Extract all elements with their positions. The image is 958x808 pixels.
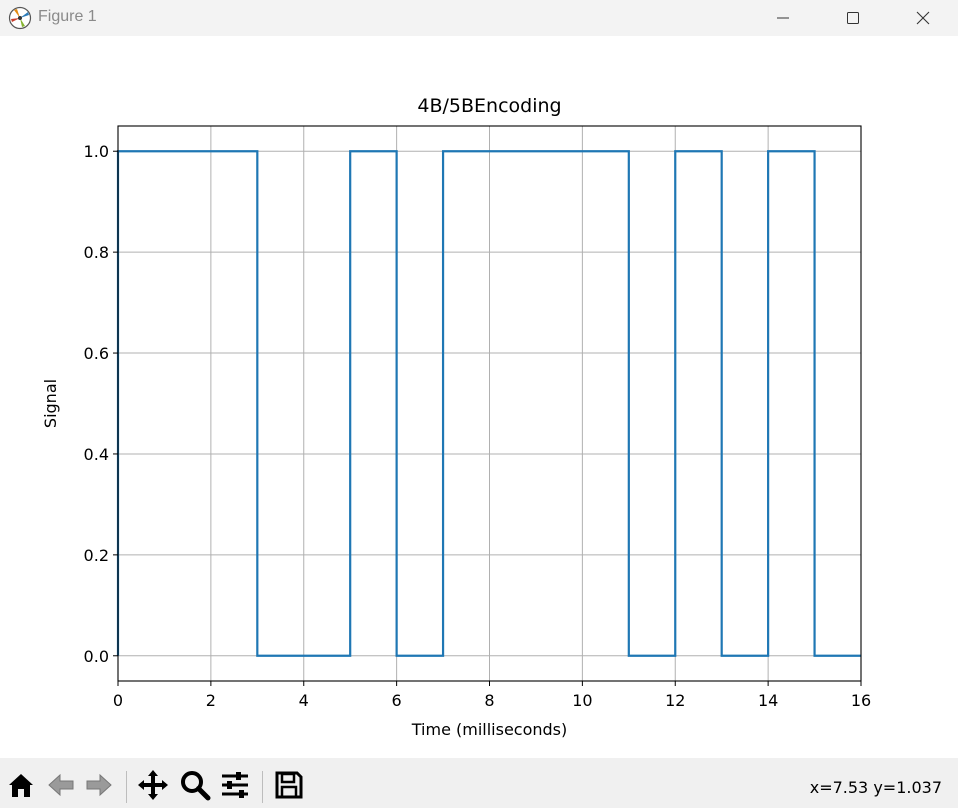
toolbar-separator: [126, 771, 127, 803]
maximize-button[interactable]: [830, 0, 876, 36]
x-tick-label: 6: [392, 691, 402, 710]
back-button[interactable]: [44, 768, 78, 802]
y-tick-label: 0.0: [84, 647, 109, 666]
minimize-button[interactable]: [760, 0, 806, 36]
plot-svg: 0 2 4 6 8 10 12 14 16 0.0 0.2 0.4 0.6 0.8 1.0 4B/5BEnc…: [41, 95, 872, 739]
signal-line: [116, 150, 861, 657]
maximize-icon: [847, 12, 859, 24]
zoom-icon: [181, 771, 211, 801]
save-icon: [275, 771, 303, 799]
y-tick-label: 0.4: [84, 445, 109, 464]
y-tick-label: 1.0: [84, 142, 109, 161]
grid: [117, 126, 862, 681]
y-axis-label: Signal: [41, 379, 60, 428]
x-tick-label: 10: [572, 691, 592, 710]
matplotlib-logo-icon: [8, 6, 32, 30]
zoom-button[interactable]: [178, 768, 212, 802]
y-tick-label: 0.2: [84, 546, 109, 565]
save-button[interactable]: [272, 768, 306, 802]
x-tick-label: 14: [758, 691, 778, 710]
y-tick-label: 0.8: [84, 243, 109, 262]
pan-icon: [138, 770, 168, 800]
close-icon: [916, 11, 930, 25]
x-axis-label: Time (milliseconds): [411, 720, 568, 739]
x-tick-label: 8: [484, 691, 494, 710]
x-tick-label: 12: [665, 691, 685, 710]
x-tick-label: 2: [206, 691, 216, 710]
configure-subplots-button[interactable]: [218, 768, 252, 802]
back-icon: [48, 773, 74, 797]
home-button[interactable]: [4, 768, 38, 802]
figure-canvas[interactable]: 0 2 4 6 8 10 12 14 16 0.0 0.2 0.4 0.6 0.8 1.0 4B/5BEnc…: [0, 36, 958, 758]
navigation-toolbar: x=7.53 y=1.037: [0, 758, 958, 808]
forward-button[interactable]: [82, 768, 116, 802]
minimize-icon: [777, 17, 789, 19]
x-tick-label: 4: [299, 691, 309, 710]
pan-button[interactable]: [136, 768, 170, 802]
window-titlebar: Figure 1: [0, 0, 958, 36]
series-layer: [116, 150, 861, 657]
x-tick-label: 16: [851, 691, 871, 710]
y-tick-label: 0.6: [84, 344, 109, 363]
ticks: 0 2 4 6 8 10 12 14 16 0.0 0.2 0.4 0.6 0.8 1.0: [84, 142, 872, 710]
window-title: Figure 1: [38, 8, 97, 25]
cursor-coordinates: x=7.53 y=1.037: [809, 778, 942, 797]
close-button[interactable]: [900, 0, 946, 36]
home-icon: [9, 774, 33, 797]
chart-title: 4B/5BEncoding: [417, 95, 561, 117]
forward-icon: [86, 773, 112, 797]
toolbar-separator: [262, 771, 263, 803]
configure-subplots-icon: [222, 772, 248, 798]
x-tick-label: 0: [113, 691, 123, 710]
